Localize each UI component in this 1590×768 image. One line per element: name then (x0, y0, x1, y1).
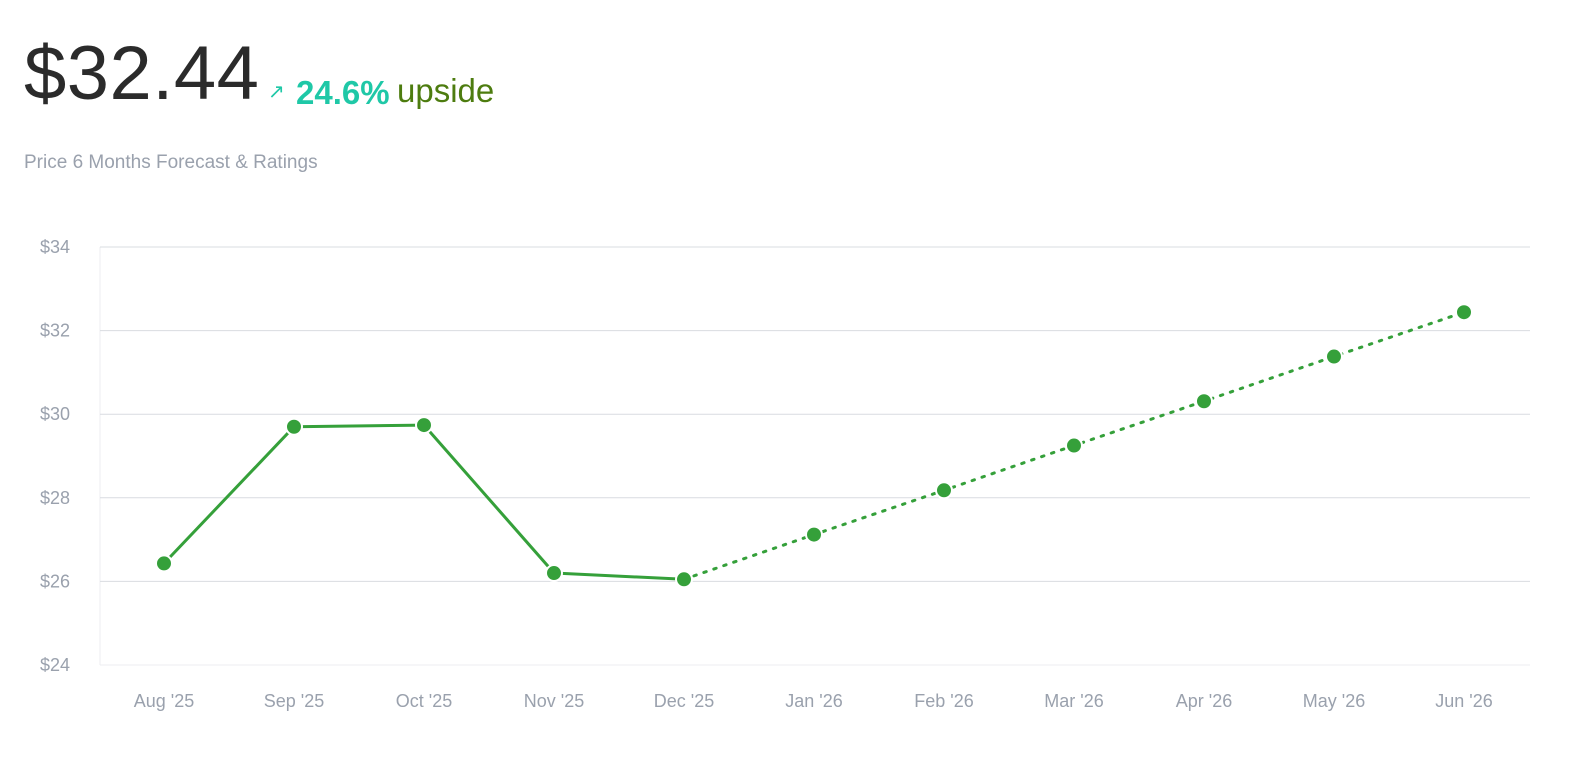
history-line (162, 423, 685, 581)
x-tick-label: Sep '25 (264, 691, 325, 711)
x-tick-label: Mar '26 (1044, 691, 1103, 711)
history-point[interactable] (545, 564, 563, 583)
y-tick-label: $26 (40, 571, 70, 591)
series-points (155, 303, 1473, 589)
x-tick-label: Jan '26 (785, 691, 842, 711)
x-tick-label: Apr '26 (1176, 691, 1232, 711)
arrow-up-right-icon: ↗ (268, 81, 285, 103)
forecast-point[interactable] (1455, 303, 1473, 322)
forecast-point[interactable] (1325, 347, 1343, 366)
y-tick-label: $34 (40, 237, 70, 257)
y-tick-label: $24 (40, 655, 70, 675)
current-price: $32.44 (24, 31, 260, 116)
y-tick-label: $28 (40, 488, 70, 508)
forecast-point[interactable] (1195, 392, 1213, 411)
x-tick-label: Jun '26 (1435, 691, 1492, 711)
history-point[interactable] (415, 416, 433, 435)
forecast-point[interactable] (1065, 436, 1083, 455)
y-axis: $24 $26 $28 $30 $32 $34 (40, 237, 70, 675)
history-point[interactable] (285, 417, 303, 436)
history-point[interactable] (675, 570, 693, 589)
x-tick-label: Nov '25 (524, 691, 584, 711)
x-tick-label: May '26 (1303, 691, 1365, 711)
upside-percent: 24.6% (296, 74, 390, 111)
x-axis: Aug '25 Sep '25 Oct '25 Nov '25 Dec '25 Jan '… (134, 691, 1493, 711)
upside-label: upside (397, 72, 495, 109)
history-point[interactable] (155, 554, 173, 573)
x-tick-label: Oct '25 (396, 691, 452, 711)
forecast-point[interactable] (805, 525, 823, 544)
y-tick-label: $32 (40, 321, 70, 341)
x-tick-label: Feb '26 (914, 691, 973, 711)
grid-lines (99, 246, 1530, 666)
forecast-point[interactable] (935, 481, 953, 500)
y-tick-label: $30 (40, 404, 70, 424)
chart-subtitle: Price 6 Months Forecast & Ratings (24, 152, 318, 173)
x-tick-label: Dec '25 (654, 691, 714, 711)
x-tick-label: Aug '25 (134, 691, 195, 711)
